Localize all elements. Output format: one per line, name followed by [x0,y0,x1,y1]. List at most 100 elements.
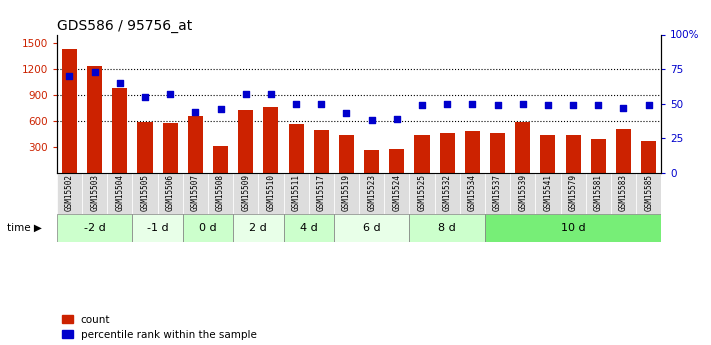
Bar [410,214,485,242]
Text: GSM15503: GSM15503 [90,174,99,211]
Point [618,105,629,110]
Text: GDS586 / 95756_at: GDS586 / 95756_at [57,19,192,33]
Bar [263,107,279,172]
Text: GSM15525: GSM15525 [417,174,427,211]
Bar [233,214,284,242]
Bar [636,172,661,214]
Text: -2 d: -2 d [84,223,105,233]
Text: GSM15507: GSM15507 [191,174,200,211]
Point [89,69,100,75]
Bar [158,172,183,214]
Bar [183,172,208,214]
Point [492,102,503,108]
Bar [334,172,359,214]
Bar [535,172,560,214]
Bar [289,124,304,172]
Bar [490,133,505,172]
Point [366,117,378,123]
Point [466,101,478,106]
Bar [163,124,178,172]
Point [240,91,252,97]
Text: GSM15581: GSM15581 [594,174,603,211]
Bar [485,172,510,214]
Bar [284,172,309,214]
Bar [57,172,82,214]
Bar [364,150,379,172]
Point [517,101,528,106]
Bar [515,122,530,172]
Bar [112,88,127,172]
Text: 0 d: 0 d [199,223,217,233]
Bar [439,133,455,172]
Text: GSM15539: GSM15539 [518,174,528,211]
Text: 4 d: 4 d [300,223,318,233]
Bar [62,49,77,172]
Bar [384,172,410,214]
Bar [359,172,384,214]
Text: -1 d: -1 d [146,223,169,233]
Bar [565,136,581,172]
Text: time ▶: time ▶ [7,223,42,233]
Bar [339,136,354,172]
Bar [208,172,233,214]
Text: 8 d: 8 d [438,223,456,233]
Bar [611,172,636,214]
Bar [57,214,132,242]
Text: 2 d: 2 d [250,223,267,233]
Text: GSM15534: GSM15534 [468,174,477,211]
Bar [334,214,410,242]
Point [643,102,654,108]
Text: GSM15502: GSM15502 [65,174,74,211]
Bar [460,172,485,214]
Point [316,101,327,106]
Text: GSM15505: GSM15505 [141,174,149,211]
Point [341,110,352,116]
Text: GSM15541: GSM15541 [543,174,552,211]
Bar [258,172,284,214]
Bar [87,66,102,172]
Point [190,109,201,115]
Bar [233,172,258,214]
Text: GSM15523: GSM15523 [367,174,376,211]
Point [114,80,126,86]
Point [567,102,579,108]
Text: GSM15506: GSM15506 [166,174,175,211]
Point [592,102,604,108]
Bar [540,135,555,172]
Bar [314,130,328,172]
Bar [238,110,253,172]
Bar [434,172,460,214]
Text: GSM15511: GSM15511 [292,174,301,211]
Text: GSM15585: GSM15585 [644,174,653,211]
Bar [107,172,132,214]
Text: GSM15519: GSM15519 [342,174,351,211]
Point [391,116,402,121]
Bar [188,117,203,172]
Bar [560,172,586,214]
Bar [641,141,656,172]
Text: GSM15537: GSM15537 [493,174,502,211]
Bar [309,172,334,214]
Text: 10 d: 10 d [561,223,585,233]
Text: GSM15524: GSM15524 [392,174,401,211]
Bar [213,146,228,172]
Bar [284,214,334,242]
Bar [389,149,405,172]
Bar [485,214,661,242]
Point [417,102,428,108]
Legend: count, percentile rank within the sample: count, percentile rank within the sample [62,315,257,340]
Text: GSM15508: GSM15508 [216,174,225,211]
Text: GSM15517: GSM15517 [317,174,326,211]
Text: GSM15579: GSM15579 [569,174,577,211]
Bar [616,129,631,172]
Bar [183,214,233,242]
Text: 6 d: 6 d [363,223,380,233]
Bar [586,172,611,214]
Text: GSM15583: GSM15583 [619,174,628,211]
Point [164,91,176,97]
Point [542,102,554,108]
Point [215,106,226,112]
Point [265,91,277,97]
Point [290,101,301,106]
Point [442,101,453,106]
